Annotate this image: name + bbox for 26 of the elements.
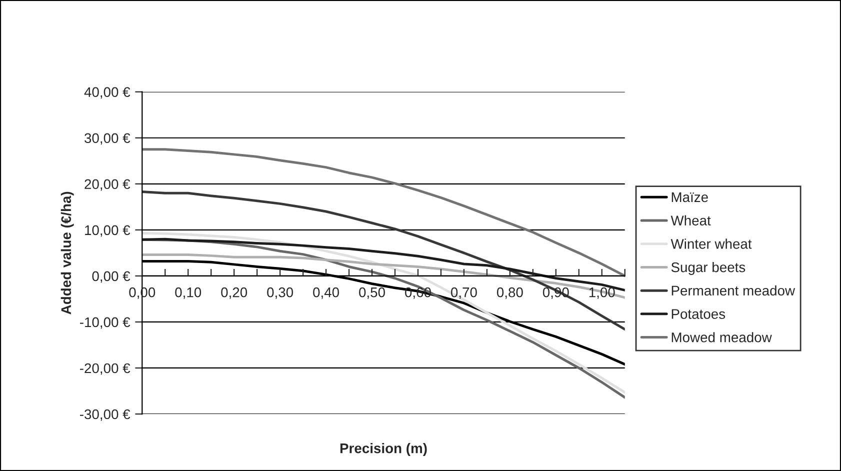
legend-label: Sugar beets [671,262,746,275]
y-axis-title: Added value (€/ha) [60,192,74,314]
y-tick-label: 30,00 € [84,133,130,145]
x-tick-label: 0,70 [450,287,477,299]
legend-label: Maïze [672,192,708,202]
x-tick-label: 0,50 [359,287,385,299]
y-tick-label: 40,00 € [84,87,130,99]
x-tick-label: 0,30 [267,287,294,299]
y-tick-label: 0,00 € [92,271,130,283]
y-tick-label: 10,00 € [85,225,130,237]
legend-label: Wheat [670,215,711,226]
legend-label: Permanent meadow [672,285,796,296]
x-tick-label: 1,00 [589,287,615,299]
legend-label: Mowed meadow [672,332,772,342]
y-tick-label: -30,00 € [80,409,130,421]
x-axis-title: Precision (m) [340,443,427,456]
legend-label: Potatoes [672,309,726,319]
x-tick-label: 0,10 [175,287,202,299]
legend-label: Winter wheat [670,238,752,249]
x-tick-label: 0,40 [313,287,339,299]
y-tick-label: 20,00 € [84,179,130,191]
y-tick-label: -10,00 € [80,317,130,329]
y-tick-label: -20,00 € [80,363,130,375]
x-tick-label: 0,20 [221,287,248,299]
line-series [142,148,625,278]
x-tick-label: 0,80 [496,287,523,299]
